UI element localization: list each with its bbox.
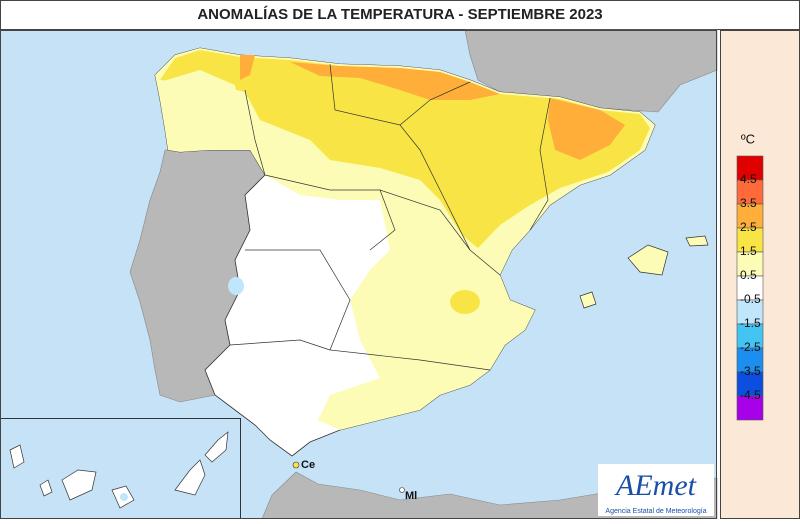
legend: 4.5 3.5 2.5 1.5 0.5 -0.5 -1.5 -2.5 -3.5 -4.5 bbox=[736, 155, 764, 421]
legend-unit: ºC bbox=[741, 131, 755, 146]
anomaly-area bbox=[160, 50, 650, 248]
place-label: Ml bbox=[405, 490, 417, 502]
legend-label: -3.5 bbox=[740, 364, 761, 378]
logo-box bbox=[598, 464, 714, 516]
anomaly-area bbox=[548, 98, 625, 160]
melilla-marker bbox=[399, 487, 405, 493]
legend-label: -1.5 bbox=[740, 316, 761, 330]
legend-swatch bbox=[736, 179, 764, 205]
legend-swatch bbox=[736, 227, 764, 253]
place-label: Ce bbox=[301, 459, 315, 471]
anomaly-area bbox=[120, 493, 128, 501]
legend-label: 2.5 bbox=[740, 220, 757, 234]
legend-swatch bbox=[736, 347, 764, 373]
logo: AEmet bbox=[614, 469, 697, 502]
anomaly-area bbox=[228, 277, 244, 295]
legend-label: 0.5 bbox=[740, 268, 757, 282]
legend-swatch bbox=[736, 299, 764, 325]
legend-swatch bbox=[736, 155, 764, 181]
legend-label: 1.5 bbox=[740, 244, 757, 258]
legend-label: 4.5 bbox=[740, 172, 757, 186]
anomaly-area bbox=[240, 55, 255, 80]
title: ANOMALÍAS DE LA TEMPERATURA - SEPTIEMBRE… bbox=[197, 6, 602, 23]
canary-islands bbox=[9, 431, 229, 509]
region-borders bbox=[229, 63, 551, 371]
balearic-islands bbox=[579, 235, 709, 309]
legend-label: -2.5 bbox=[740, 340, 761, 354]
legend-swatch bbox=[736, 203, 764, 229]
anomaly-area bbox=[450, 290, 480, 314]
title-bar bbox=[0, 0, 800, 30]
anomaly-area bbox=[160, 70, 240, 140]
legend-label: 3.5 bbox=[740, 196, 757, 210]
anomaly-area bbox=[290, 62, 500, 100]
ceuta-marker bbox=[292, 461, 300, 469]
legend-label: -4.5 bbox=[740, 388, 761, 402]
logo-caption: Agencia Estatal de Meteorología bbox=[605, 508, 706, 515]
legend-label: -0.5 bbox=[740, 292, 761, 306]
legend-swatch bbox=[736, 251, 764, 277]
legend-swatch bbox=[736, 395, 764, 421]
